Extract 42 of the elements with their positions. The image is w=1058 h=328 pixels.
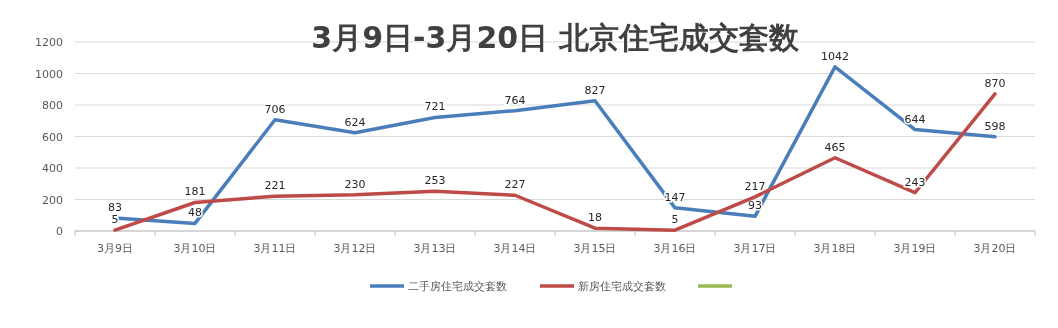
x-tick-label: 3月12日	[333, 242, 377, 255]
x-tick-label: 3月9日	[97, 242, 133, 255]
data-label: 83	[108, 200, 122, 214]
y-tick-label: 800	[42, 99, 63, 112]
data-label: 18	[588, 211, 602, 225]
y-tick-label: 0	[56, 225, 63, 238]
data-label: 253	[424, 174, 446, 188]
data-label: 181	[184, 185, 206, 199]
data-label: 227	[504, 178, 526, 192]
y-tick-label: 1200	[35, 36, 63, 49]
legend-label: 新房住宅成交套数	[578, 280, 666, 293]
data-label: 706	[264, 102, 286, 116]
legend-label: 二手房住宅成交套数	[408, 280, 507, 293]
y-tick-label: 400	[42, 162, 63, 175]
data-label: 870	[984, 76, 1006, 90]
data-label: 465	[824, 140, 846, 154]
x-tick-label: 3月14日	[493, 242, 537, 255]
data-label: 230	[344, 177, 366, 191]
x-tick-label: 3月16日	[653, 242, 697, 255]
data-label: 644	[904, 112, 926, 126]
data-label: 598	[984, 119, 1006, 133]
data-label: 217	[744, 179, 766, 193]
data-label: 764	[504, 93, 526, 107]
x-tick-label: 3月15日	[573, 242, 617, 255]
data-label: 48	[188, 206, 202, 220]
y-tick-label: 200	[42, 193, 63, 207]
data-label: 624	[344, 115, 366, 129]
chart-title: 3月9日-3月20日 北京住宅成交套数	[311, 20, 800, 55]
x-tick-label: 3月19日	[893, 242, 937, 255]
x-tick-label: 3月13日	[413, 242, 457, 255]
data-label: 221	[264, 179, 286, 193]
data-label: 721	[424, 100, 446, 114]
data-label: 5	[671, 213, 679, 227]
data-label: 1042	[821, 49, 849, 63]
x-tick-label: 3月20日	[973, 242, 1017, 255]
x-tick-label: 3月17日	[733, 242, 777, 255]
y-tick-label: 600	[42, 130, 63, 144]
data-label: 827	[584, 83, 606, 97]
y-tick-label: 1000	[35, 67, 63, 81]
x-tick-label: 3月10日	[173, 242, 217, 255]
x-tick-label: 3月18日	[813, 242, 857, 255]
x-tick-label: 3月11日	[253, 242, 297, 255]
